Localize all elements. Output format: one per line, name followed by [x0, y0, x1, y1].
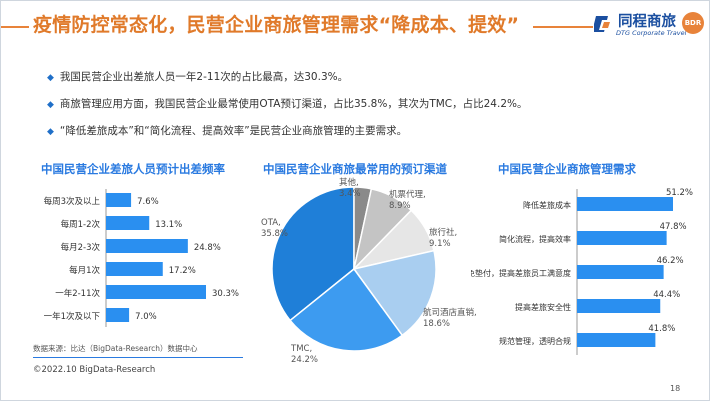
slice-label: 其他,	[339, 177, 359, 188]
bullet-3-text: “降低差旅成本”和“简化流程、提高效率”是民营企业商旅管理的主要需求。	[59, 125, 408, 137]
logo-subtitle: DTG Corporate Travel	[616, 29, 687, 37]
page-number: 18	[670, 384, 681, 393]
pie-slice	[289, 267, 404, 352]
bar	[577, 231, 667, 245]
category-label: 每周1-2次	[61, 219, 101, 230]
category-label: 降低差旅成本	[523, 200, 571, 210]
data-label: 51.2%	[666, 188, 693, 198]
slice-label: 机票代理,	[389, 189, 426, 200]
diamond-icon: ◆	[47, 127, 54, 137]
data-source: 数据来源：比达（BigData-Research）数据中心	[33, 344, 198, 353]
frequency-bar-chart: 每周3次及以上 7.6% 每周1-2次 13.1% 每月2-3次 24.8% 每月1次 17.…	[44, 189, 239, 327]
logo-text: 同程商旅	[618, 14, 676, 30]
data-label: 24.8%	[194, 243, 221, 253]
page-title: 疫情防控常态化，民营企业商旅管理需求“降成本、提效”	[33, 14, 520, 36]
bdr-badge-icon: BDR	[682, 12, 704, 34]
chart-3-title: 中国民营企业商旅管理需求	[498, 162, 636, 176]
data-label: 7.0%	[135, 312, 157, 322]
data-label: 46.2%	[657, 256, 684, 266]
category-label: 每月2-3次	[61, 242, 101, 253]
title-rule-right	[533, 26, 593, 28]
bullet-2: ◆ 商旅管理应用方面，我国民营企业最常使用OTA预订渠道，占比35.8%，其次为T…	[47, 96, 527, 111]
bullet-1-text: 我国民营企业出差旅人员一年2-11次的占比最高，达30.3%。	[59, 71, 349, 83]
bullet-3: ◆ “降低差旅成本”和“简化流程、提高效率”是民营企业商旅管理的主要需求。	[47, 123, 407, 138]
slice-value: 8.9%	[389, 201, 411, 211]
pie-slice	[352, 249, 437, 337]
data-label: 7.6%	[137, 197, 159, 207]
category-label: 简化流程，提高效率	[499, 234, 571, 244]
slice-value: 3.4%	[339, 189, 361, 199]
bar	[106, 285, 206, 299]
data-label: 41.8%	[648, 324, 675, 334]
category-label: 提高差旅安全性	[515, 302, 571, 312]
pie-slice	[271, 186, 355, 322]
channel-pie-chart: OTA,35.8% 其他,3.4% 机票代理,8.9% 旅行社,9.1% 航司酒店直销,…	[261, 177, 477, 365]
bar	[106, 216, 150, 230]
data-label: 47.8%	[660, 222, 687, 232]
demand-bar-chart: 降低差旅成本 51.2% 简化流程，提高效率 47.8% 免垫付，提高差旅员工满意度 46…	[471, 188, 693, 355]
chart-2-title: 中国民营企业商旅最常用的预订渠道	[263, 162, 447, 176]
slice-label: TMC,	[290, 344, 312, 354]
data-label: 13.1%	[155, 220, 182, 230]
category-label: 一年2-11次	[55, 288, 100, 299]
bar	[106, 262, 163, 276]
bar	[106, 239, 188, 253]
category-label: 规范管理，透明合规	[499, 336, 571, 346]
bar	[106, 308, 130, 322]
copyright: ©2022.10 BigData-Research	[33, 365, 156, 375]
slice-value: 24.2%	[291, 355, 318, 365]
slice-value: 9.1%	[429, 239, 451, 249]
bar	[106, 193, 132, 207]
diamond-icon: ◆	[47, 73, 54, 83]
slice-value: 35.8%	[261, 229, 288, 239]
category-label: 免垫付，提高差旅员工满意度	[471, 268, 571, 278]
brand-mark-icon	[594, 16, 612, 32]
slice-value: 18.6%	[423, 319, 450, 329]
bullet-2-text: 商旅管理应用方面，我国民营企业最常使用OTA预订渠道，占比35.8%，其次为TM…	[59, 98, 528, 110]
slice-label: 航司酒店直销,	[423, 307, 477, 318]
bar	[577, 299, 661, 313]
data-label: 30.3%	[212, 289, 239, 299]
bar	[577, 333, 656, 347]
bullet-1: ◆ 我国民营企业出差旅人员一年2-11次的占比最高，达30.3%。	[47, 69, 348, 84]
category-label: 每周3次及以上	[44, 196, 101, 207]
chart-1-title: 中国民营企业差旅人员预计出差频率	[41, 162, 225, 176]
slice-label: 旅行社,	[429, 227, 457, 238]
category-label: 一年1次及以下	[44, 311, 101, 322]
bar	[577, 197, 673, 211]
category-label: 每月1次	[69, 265, 100, 276]
brand-logo: 同程商旅 DTG Corporate Travel BDR	[594, 10, 706, 42]
diamond-icon: ◆	[47, 100, 54, 110]
source-rule	[33, 357, 243, 358]
title-rule-left	[1, 26, 29, 28]
bar	[577, 265, 664, 279]
data-label: 44.4%	[653, 290, 680, 300]
data-label: 17.2%	[169, 266, 196, 276]
slice-label: OTA,	[261, 218, 281, 228]
